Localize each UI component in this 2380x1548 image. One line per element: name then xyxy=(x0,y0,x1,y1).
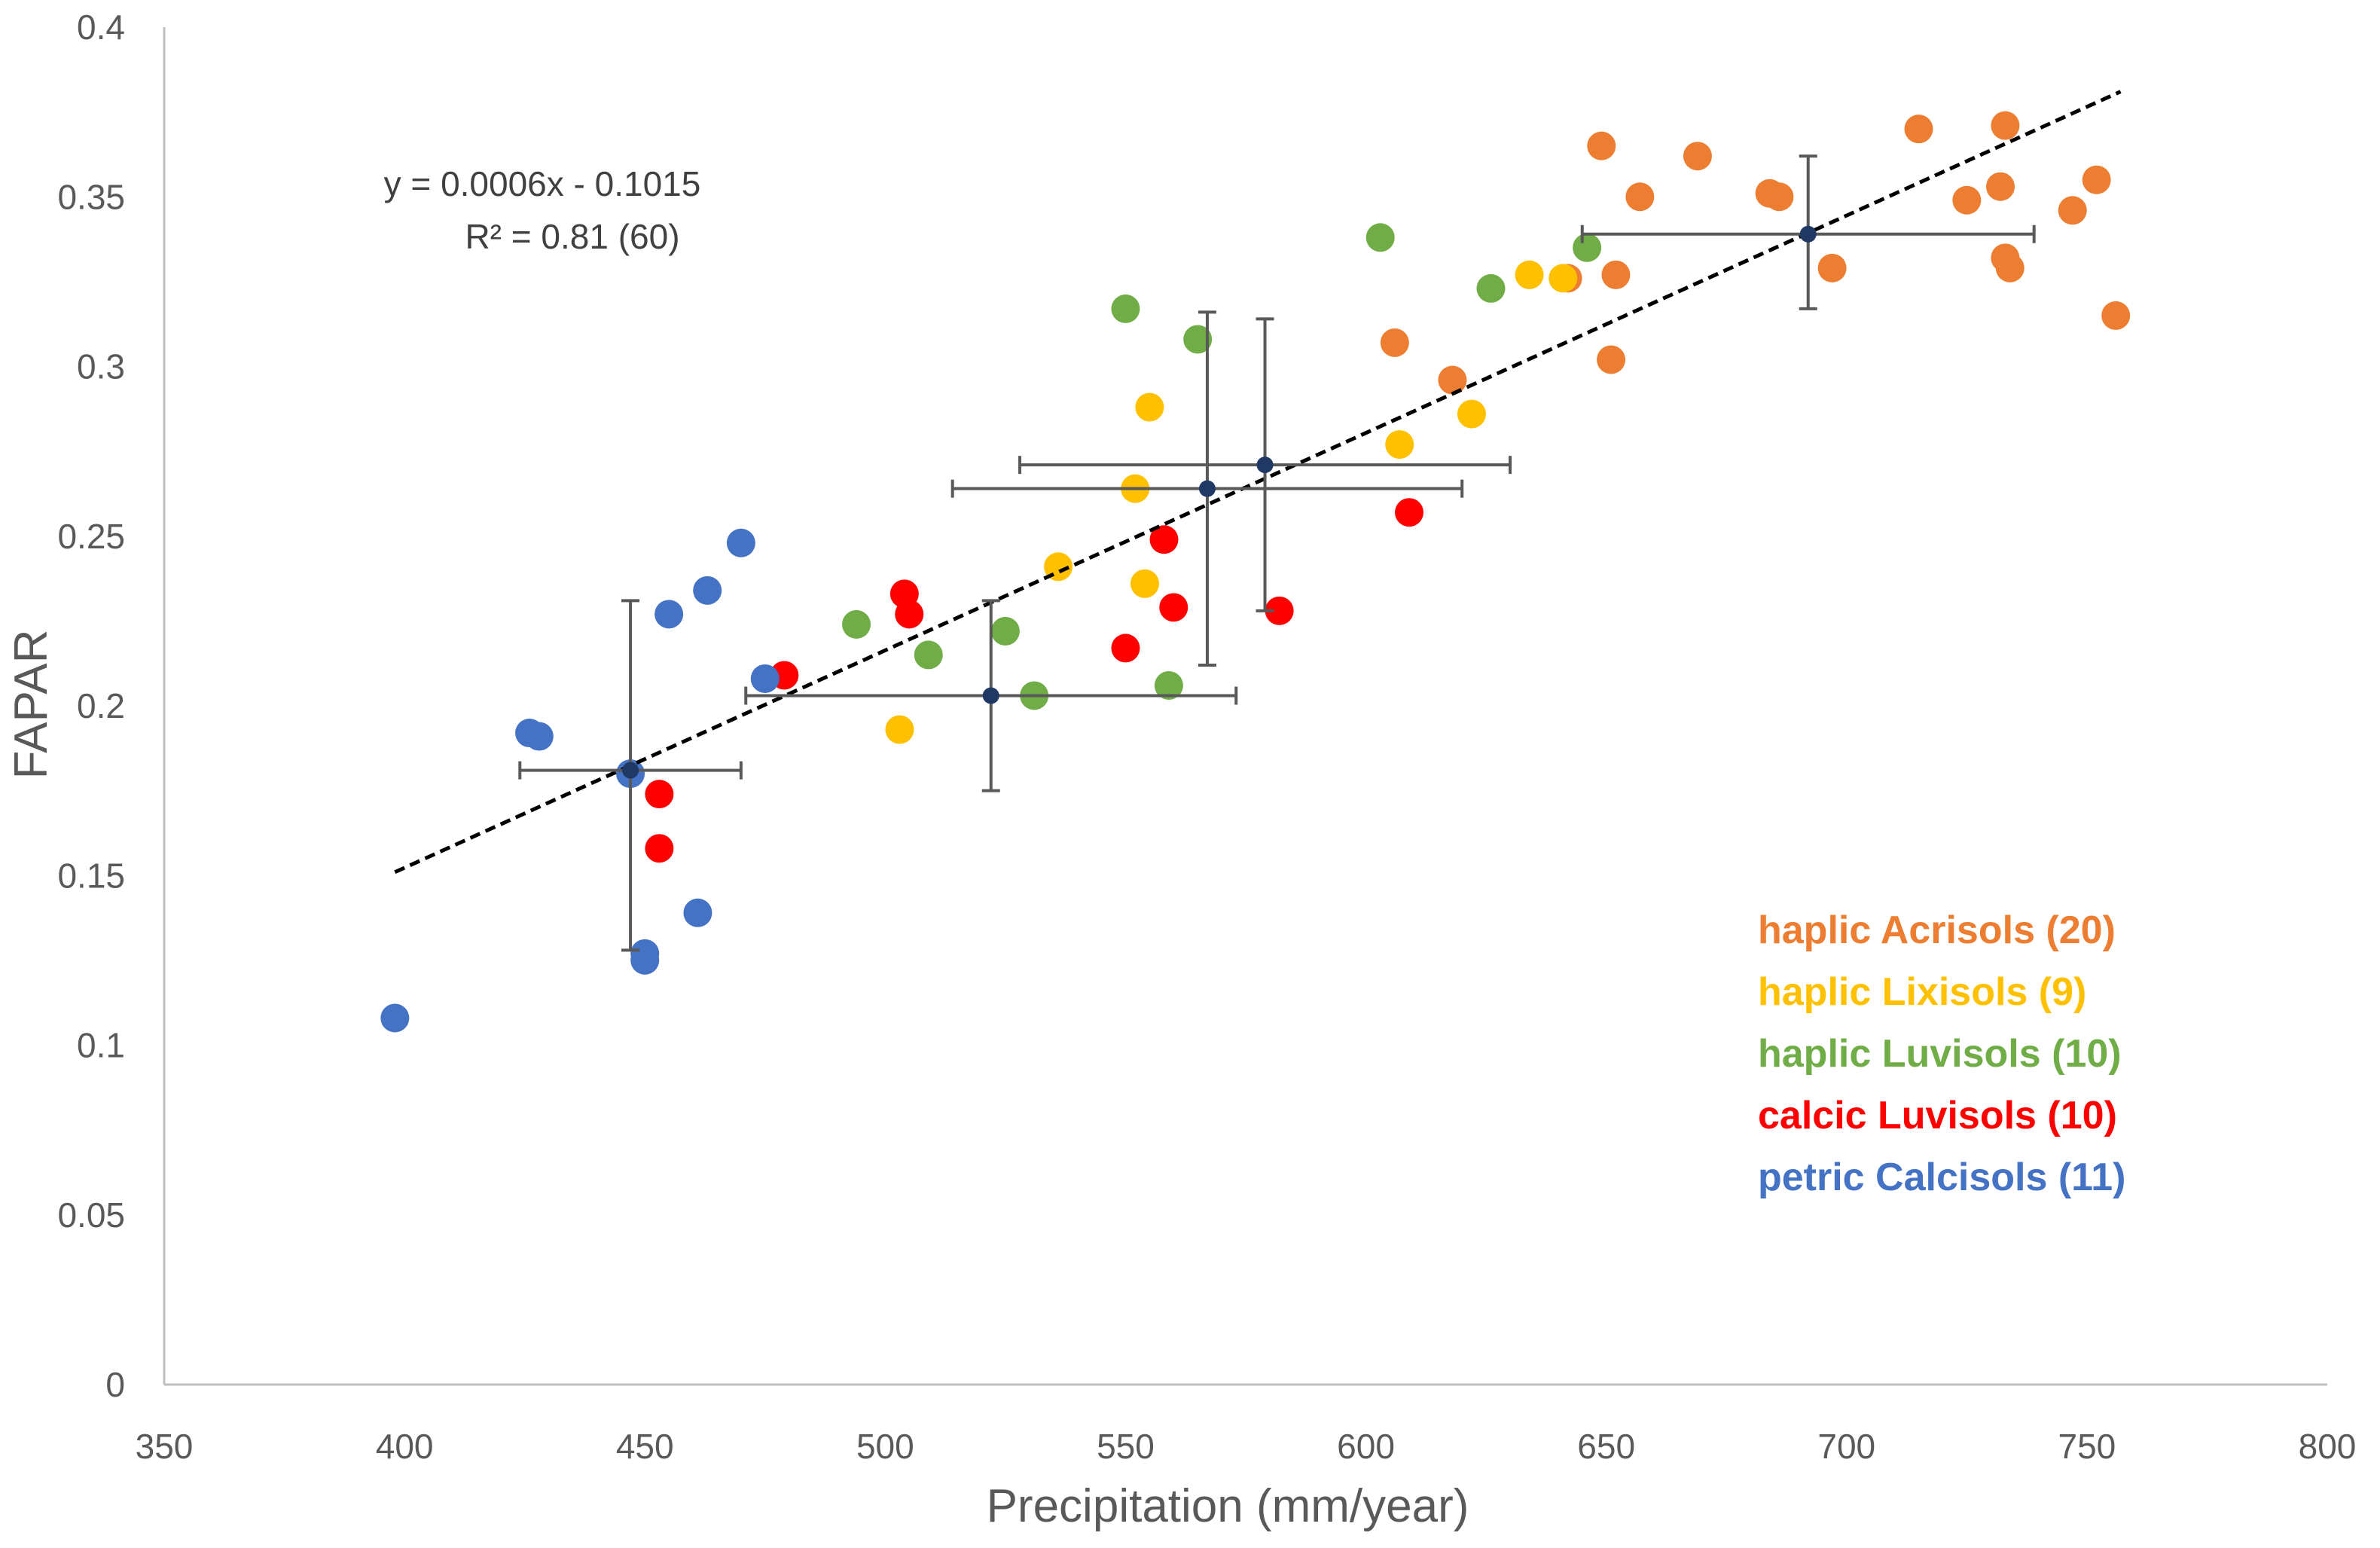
data-point xyxy=(1625,182,1655,212)
data-point xyxy=(645,780,674,809)
data-point xyxy=(524,722,554,751)
group-mean-marker xyxy=(982,687,999,704)
y-tick-label: 0.4 xyxy=(77,8,125,47)
data-point xyxy=(1438,365,1467,395)
trendline xyxy=(394,90,2122,875)
y-axis-title: FAPAR xyxy=(5,630,57,780)
x-tick-label: 450 xyxy=(616,1427,674,1466)
x-tick-label: 400 xyxy=(376,1427,434,1466)
y-tick-labels: 0 0.05 0.1 0.15 0.2 0.25 0.3 0.35 0.4 xyxy=(57,8,125,1404)
axes xyxy=(163,27,2327,1386)
data-point xyxy=(693,576,722,605)
x-tick-label: 550 xyxy=(1097,1427,1155,1466)
data-point xyxy=(1991,111,2020,140)
data-point xyxy=(1765,182,1794,212)
legend-entry: petric Calcisols (11) xyxy=(1758,1156,2125,1199)
data-point xyxy=(1380,328,1409,357)
data-point xyxy=(1952,185,1982,215)
data-point xyxy=(1385,430,1414,460)
data-point xyxy=(1476,273,1506,303)
data-point xyxy=(1601,260,1631,289)
group-means xyxy=(622,225,1817,779)
data-point xyxy=(1986,172,2015,201)
data-point xyxy=(1515,260,1544,289)
x-tick-label: 500 xyxy=(856,1427,914,1466)
legend-entry: haplic Luvisols (10) xyxy=(1758,1032,2122,1076)
data-point xyxy=(380,1003,410,1033)
data-point xyxy=(1130,569,1159,598)
data-point xyxy=(1457,399,1486,429)
y-tick-label: 0 xyxy=(105,1365,125,1404)
group-mean-marker xyxy=(622,762,639,779)
data-point xyxy=(1135,392,1164,422)
x-tick-label: 350 xyxy=(136,1427,194,1466)
data-point xyxy=(2082,165,2111,194)
y-tick-label: 0.1 xyxy=(77,1026,125,1065)
trendline-group xyxy=(394,90,2122,875)
x-tick-label: 650 xyxy=(1577,1427,1635,1466)
data-point xyxy=(1817,253,1847,282)
x-tick-label: 800 xyxy=(2299,1427,2357,1466)
trendline-r2: R² = 0.81 (60) xyxy=(465,217,679,256)
trendline-equation: y = 0.0006x - 0.1015 xyxy=(384,164,701,203)
data-point xyxy=(2101,301,2131,330)
data-point xyxy=(895,600,924,629)
group-mean-marker xyxy=(1256,456,1274,474)
data-point xyxy=(1597,345,1626,374)
data-point xyxy=(1394,498,1423,527)
legend-entry: haplic Acrisols (20) xyxy=(1758,908,2116,952)
data-point xyxy=(1111,634,1140,663)
x-tick-label: 750 xyxy=(2058,1427,2116,1466)
data-point xyxy=(654,600,684,629)
y-tick-label: 0.15 xyxy=(57,856,125,895)
data-point xyxy=(1995,253,2025,282)
data-point xyxy=(2058,196,2087,225)
data-point xyxy=(990,616,1020,646)
data-point xyxy=(885,715,914,744)
y-tick-label: 0.35 xyxy=(57,177,125,216)
group-mean-marker xyxy=(1198,480,1216,497)
data-point xyxy=(1159,593,1188,622)
data-point xyxy=(1549,264,1578,293)
data-point xyxy=(1265,596,1294,625)
data-points xyxy=(380,111,2131,1033)
x-tick-label: 600 xyxy=(1337,1427,1395,1466)
y-tick-label: 0.2 xyxy=(77,686,125,725)
data-point xyxy=(1149,525,1179,554)
data-point xyxy=(1365,223,1395,252)
y-tick-label: 0.05 xyxy=(57,1195,125,1235)
data-point xyxy=(1573,233,1602,262)
y-tick-label: 0.3 xyxy=(77,347,125,386)
data-point xyxy=(1587,131,1616,160)
data-point xyxy=(842,609,871,639)
data-point xyxy=(750,664,780,693)
data-point xyxy=(630,945,660,975)
data-point xyxy=(1154,670,1183,700)
data-point xyxy=(1111,294,1140,323)
x-axis-title: Precipitation (mm/year) xyxy=(987,1480,1469,1532)
group-mean-marker xyxy=(1799,225,1817,243)
x-tick-labels: 350 400 450 500 550 600 650 700 750 800 xyxy=(136,1427,2357,1466)
data-point xyxy=(726,528,755,557)
data-point xyxy=(1904,114,1933,144)
legend-entry: calcic Luvisols (10) xyxy=(1758,1094,2117,1137)
data-point xyxy=(1683,142,1712,171)
y-tick-label: 0.25 xyxy=(57,517,125,556)
data-point xyxy=(683,898,712,927)
legend: haplic Acrisols (20) haplic Lixisols (9) h… xyxy=(1758,908,2125,1199)
data-point xyxy=(1183,325,1213,354)
data-point xyxy=(914,640,943,670)
x-tick-label: 700 xyxy=(1817,1427,1875,1466)
data-point xyxy=(645,834,674,863)
legend-entry: haplic Lixisols (9) xyxy=(1758,970,2086,1014)
